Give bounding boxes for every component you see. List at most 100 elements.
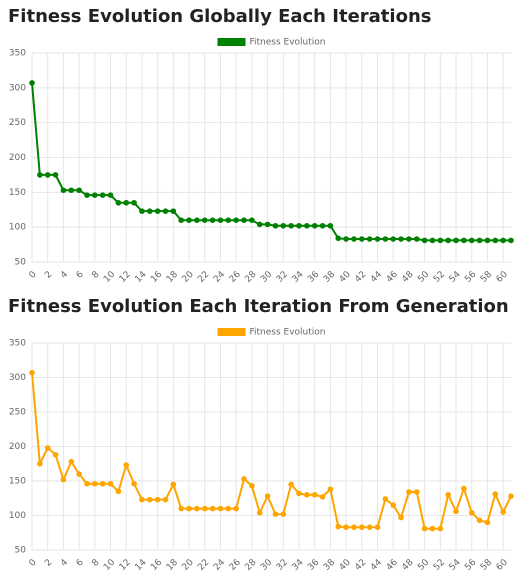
y-tick-label: 100 xyxy=(9,223,26,233)
data-point xyxy=(429,525,436,532)
x-tick-label: 8 xyxy=(90,269,101,280)
data-point xyxy=(359,236,365,242)
x-tick-label: 20 xyxy=(181,269,196,284)
data-point xyxy=(162,208,169,214)
data-point xyxy=(99,480,106,487)
data-point xyxy=(406,489,412,495)
x-tick-label: 58 xyxy=(479,557,494,572)
data-point xyxy=(162,496,169,503)
data-point xyxy=(256,221,263,228)
data-point xyxy=(225,217,232,223)
data-point xyxy=(217,217,224,223)
data-point xyxy=(178,505,184,512)
data-point xyxy=(476,237,483,244)
data-point xyxy=(374,524,381,531)
y-tick-label: 100 xyxy=(9,511,26,521)
series-line xyxy=(31,372,512,530)
x-tick-label: 40 xyxy=(338,557,353,572)
y-tick-label: 50 xyxy=(15,258,27,268)
x-tick-label: 4 xyxy=(59,557,70,568)
data-point xyxy=(92,480,98,487)
data-point xyxy=(123,462,130,468)
data-point xyxy=(319,494,326,500)
data-point xyxy=(508,493,514,499)
data-point xyxy=(500,509,506,515)
data-point xyxy=(186,505,192,512)
data-point xyxy=(241,476,247,482)
x-tick-label: 14 xyxy=(133,557,148,572)
x-tick-label: 36 xyxy=(306,269,321,284)
data-point xyxy=(76,471,82,477)
data-point xyxy=(186,217,192,223)
data-point xyxy=(437,237,444,244)
data-point xyxy=(461,485,467,492)
data-point xyxy=(37,172,43,178)
data-point xyxy=(256,509,263,516)
data-point xyxy=(272,222,279,229)
data-point xyxy=(327,222,334,229)
data-point xyxy=(288,481,294,488)
data-point xyxy=(476,517,483,524)
x-tick-label: 56 xyxy=(463,269,478,284)
x-tick-label: 40 xyxy=(338,269,353,284)
series-line xyxy=(31,82,511,242)
data-point xyxy=(60,476,67,483)
x-tick-label: 6 xyxy=(75,557,86,568)
data-point xyxy=(382,496,389,502)
data-point xyxy=(484,237,491,244)
x-tick-label: 12 xyxy=(118,558,133,573)
data-point xyxy=(366,524,373,531)
x-tick-label: 2 xyxy=(43,270,54,281)
data-point xyxy=(68,187,75,194)
x-tick-label: 20 xyxy=(181,557,196,572)
x-tick-label: 50 xyxy=(416,269,431,284)
y-tick-label: 350 xyxy=(9,339,26,349)
data-point xyxy=(280,511,287,517)
data-point xyxy=(445,237,451,244)
y-tick-label: 300 xyxy=(9,373,26,383)
x-tick-label: 22 xyxy=(196,558,211,573)
legend-swatch xyxy=(217,328,246,336)
data-point xyxy=(406,236,412,242)
x-tick-label: 26 xyxy=(228,269,243,284)
x-tick-label: 2 xyxy=(43,558,54,569)
x-tick-label: 34 xyxy=(291,557,306,572)
data-point xyxy=(92,192,98,198)
x-tick-label: 32 xyxy=(275,558,290,573)
data-point xyxy=(115,199,122,206)
data-point xyxy=(421,237,428,244)
data-point xyxy=(76,187,82,194)
data-point xyxy=(296,490,302,497)
x-tick-label: 32 xyxy=(275,270,290,285)
data-point xyxy=(319,222,326,229)
data-point xyxy=(52,451,59,458)
x-tick-label: 38 xyxy=(322,557,337,572)
x-tick-label: 42 xyxy=(353,558,368,573)
x-tick-label: 6 xyxy=(75,269,86,280)
data-point xyxy=(201,217,208,223)
data-point xyxy=(225,505,232,512)
data-point xyxy=(249,483,255,489)
data-point xyxy=(249,217,255,223)
data-point xyxy=(311,492,318,498)
data-point xyxy=(154,208,161,214)
data-point xyxy=(351,524,357,531)
data-point xyxy=(327,486,334,493)
x-tick-label: 36 xyxy=(306,557,321,572)
x-tick-label: 44 xyxy=(369,269,384,284)
x-tick-label: 4 xyxy=(59,269,70,280)
data-point xyxy=(209,505,216,512)
x-tick-label: 44 xyxy=(369,557,384,572)
x-tick-label: 34 xyxy=(291,269,306,284)
data-point xyxy=(209,217,216,223)
data-point xyxy=(343,524,349,531)
x-tick-label: 12 xyxy=(118,270,133,285)
data-point xyxy=(304,492,310,498)
data-point xyxy=(131,480,137,487)
data-point xyxy=(107,192,114,198)
x-tick-label: 54 xyxy=(448,557,463,572)
x-tick-label: 46 xyxy=(385,557,400,572)
data-point xyxy=(288,222,294,229)
x-tick-label: 16 xyxy=(149,269,164,284)
x-tick-label: 10 xyxy=(102,269,117,284)
